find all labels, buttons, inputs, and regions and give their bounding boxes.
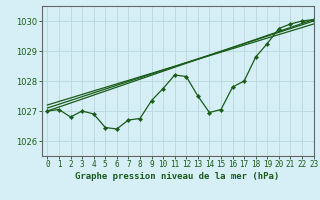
X-axis label: Graphe pression niveau de la mer (hPa): Graphe pression niveau de la mer (hPa) xyxy=(76,172,280,181)
